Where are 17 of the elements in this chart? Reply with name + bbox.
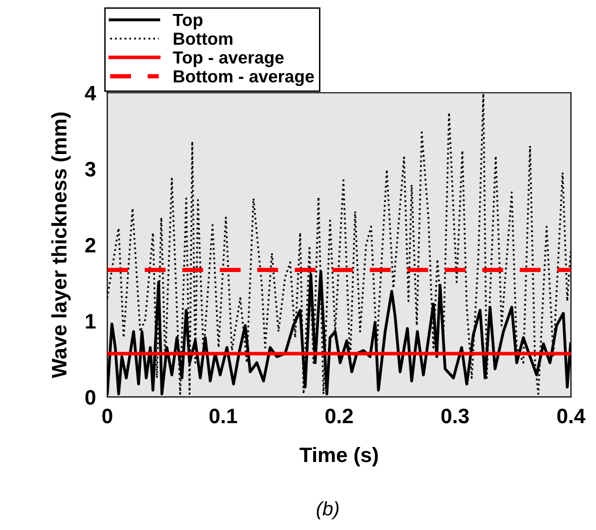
y-tick-label: 0 <box>85 390 96 405</box>
x-axis-title: Time (s) <box>300 446 378 466</box>
legend-label: Top <box>172 14 202 30</box>
legend-label: Bottom - average <box>174 70 314 86</box>
y-tick-label: 4 <box>84 86 96 100</box>
x-tick-label: 0.4 <box>557 408 586 424</box>
x-tick-label: 0.1 <box>210 408 238 424</box>
x-tick-label: 0 <box>102 408 112 424</box>
y-tick-label: 2 <box>85 238 96 252</box>
y-axis-title: Wave layer thickness (mm) <box>51 112 71 378</box>
y-tick-label: 3 <box>85 162 96 177</box>
text: (b) <box>316 501 339 520</box>
x-tick-label: 0.3 <box>441 408 469 424</box>
legend-label: Top - average <box>172 52 284 68</box>
x-tick-label: 0.2 <box>325 408 353 424</box>
legend-label: Bottom <box>174 32 232 45</box>
y-tick-label: 1 <box>86 314 96 328</box>
